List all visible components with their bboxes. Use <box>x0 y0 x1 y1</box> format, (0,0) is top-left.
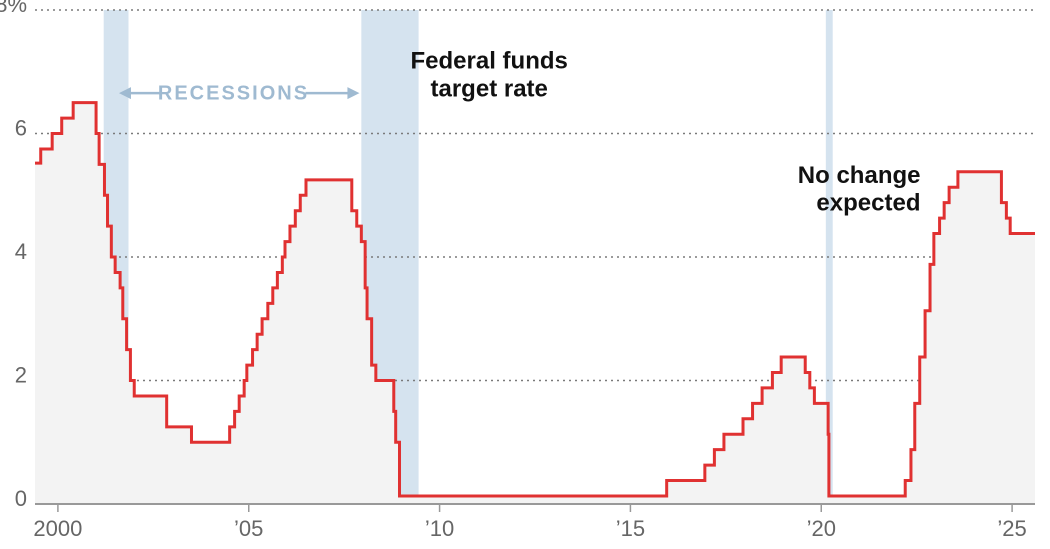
y-tick-label: 8% <box>0 0 27 17</box>
y-tick-label: 2 <box>15 363 27 388</box>
x-tick-label: ’10 <box>425 516 454 541</box>
x-tick-label: ’05 <box>234 516 263 541</box>
chart-svg: 0 2 4 6 8% 2000 ’05 ’10 ’15 ’20 ’25 RECESSIONS Feder… <box>0 0 1050 549</box>
chart-annotation: No changeexpected <box>798 162 921 217</box>
x-tick-label: ’25 <box>997 516 1026 541</box>
chart-annotation: Federal fundstarget rate <box>411 48 568 103</box>
recession-arrowhead-right <box>347 87 359 99</box>
y-tick-label: 0 <box>15 486 27 511</box>
x-tick-label: 2000 <box>33 516 82 541</box>
y-tick-label: 4 <box>15 239 27 264</box>
fed-funds-chart: 0 2 4 6 8% 2000 ’05 ’10 ’15 ’20 ’25 RECESSIONS Feder… <box>0 0 1050 549</box>
y-tick-label: 6 <box>15 116 27 141</box>
recessions-label: RECESSIONS <box>158 83 309 105</box>
x-tick-label: ’15 <box>616 516 645 541</box>
x-tick-label: ’20 <box>807 516 836 541</box>
